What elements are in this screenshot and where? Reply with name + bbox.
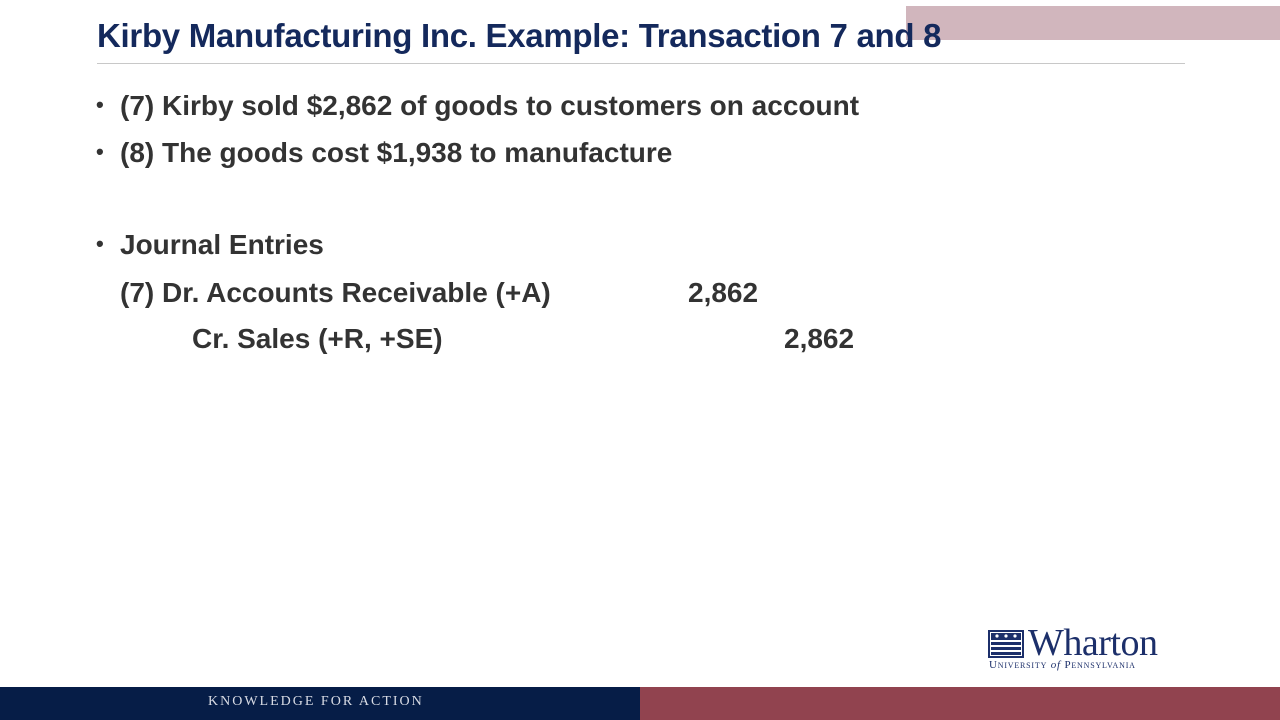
wharton-shield-icon [988, 630, 1024, 658]
subtitle-pennsylvania: Pennsylvania [1064, 659, 1136, 671]
bullet-dot-icon: • [96, 139, 104, 164]
footer-band-navy [0, 687, 640, 720]
bullet-transaction-8: • (8) The goods cost $1,938 to manufactur… [96, 137, 672, 169]
title-accent-tab [906, 6, 1280, 40]
bullet-journal-entries: • Journal Entries [96, 229, 324, 261]
bullet-text: (8) The goods cost $1,938 to manufacture [120, 137, 673, 168]
subtitle-of: of [1050, 659, 1061, 671]
wharton-subtitle: University of Pennsylvania [989, 659, 1136, 671]
journal-credit-account: Cr. Sales (+R, +SE) [192, 323, 443, 354]
bullet-dot-icon: • [96, 92, 104, 117]
title-divider [97, 63, 1185, 64]
journal-debit-amount: 2,862 [688, 277, 759, 308]
footer-band-maroon [640, 687, 1280, 720]
wharton-wordmark: Wharton [1028, 622, 1158, 664]
journal-debit-account: (7) Dr. Accounts Receivable (+A) [120, 277, 551, 308]
bullet-text: Journal Entries [120, 229, 324, 260]
footer-tagline: KNOWLEDGE FOR ACTION [208, 694, 424, 709]
slide-title: Kirby Manufacturing Inc. Example: Transa… [97, 17, 942, 54]
wharton-logo: Wharton University of Pennsylvania [988, 622, 1193, 674]
bullet-text: (7) Kirby sold $2,862 of goods to custom… [120, 90, 860, 121]
subtitle-university: University [989, 659, 1048, 671]
bullet-dot-icon: • [96, 231, 104, 256]
bullet-transaction-7: • (7) Kirby sold $2,862 of goods to custo… [96, 90, 859, 122]
journal-credit-amount: 2,862 [784, 323, 855, 354]
